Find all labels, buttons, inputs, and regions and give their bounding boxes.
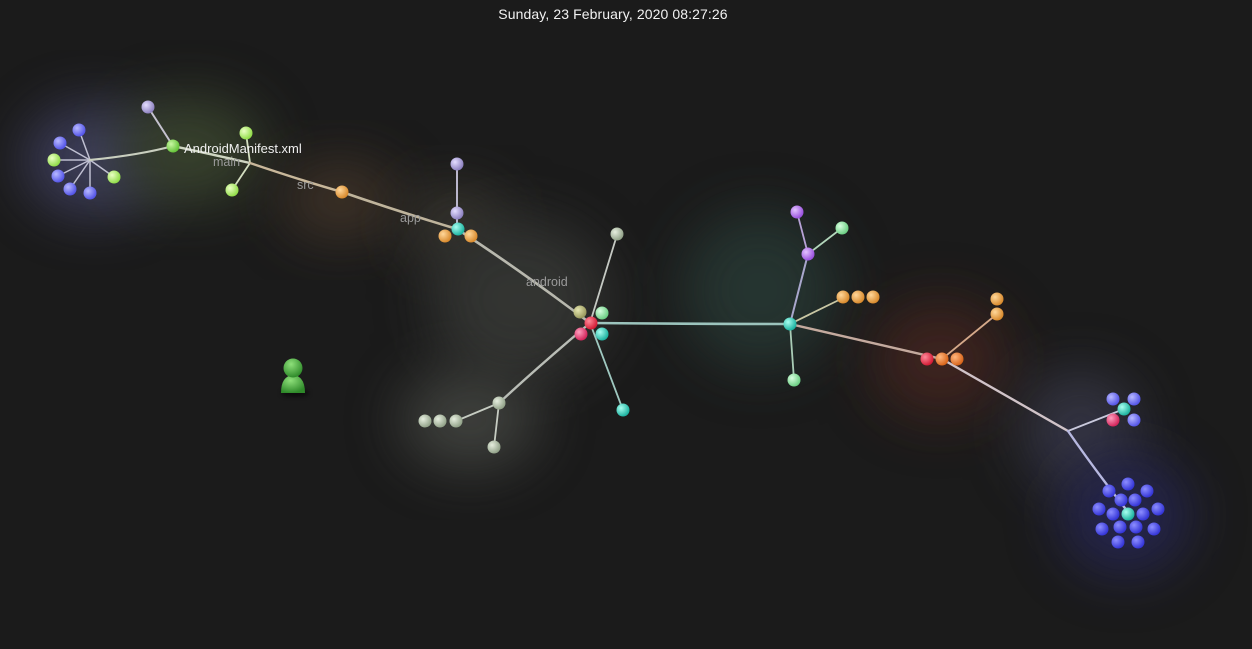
file-node	[866, 290, 880, 304]
tree-edges	[54, 106, 1130, 514]
node-cluster-large	[1092, 477, 1165, 549]
file-node	[450, 206, 464, 220]
file-node	[573, 305, 587, 319]
file-node	[492, 396, 506, 410]
file-node	[595, 327, 609, 341]
file-nodes	[47, 100, 1165, 549]
file-label-manifest: AndroidManifest.xml	[184, 141, 302, 156]
dir-label-android: android	[526, 275, 568, 289]
file-node	[783, 317, 797, 331]
file-node	[595, 306, 609, 320]
user-avatar-icon	[281, 358, 309, 397]
file-node	[464, 229, 478, 243]
file-node	[851, 290, 865, 304]
file-node	[335, 185, 349, 199]
file-node	[574, 327, 588, 341]
file-node	[920, 352, 934, 366]
file-node	[449, 414, 463, 428]
file-node	[935, 352, 949, 366]
file-node	[836, 290, 850, 304]
file-node	[141, 100, 155, 114]
file-node	[787, 373, 801, 387]
file-node	[616, 403, 630, 417]
file-node	[610, 227, 624, 241]
file-node	[225, 183, 239, 197]
file-node	[487, 440, 501, 454]
file-node	[418, 414, 432, 428]
file-node	[433, 414, 447, 428]
file-node	[990, 292, 1004, 306]
file-node	[790, 205, 804, 219]
file-node	[950, 352, 964, 366]
file-node	[239, 126, 253, 140]
file-node	[451, 222, 465, 236]
dir-label-src: src	[297, 178, 314, 192]
file-node	[450, 157, 464, 171]
directory-labels: main src app android AndroidManifest.xml	[184, 141, 568, 289]
file-node	[801, 247, 815, 261]
date-time-label: Sunday, 23 February, 2020 08:27:26	[498, 6, 728, 22]
file-node	[584, 316, 598, 330]
dir-label-main: main	[213, 155, 240, 169]
file-node	[835, 221, 849, 235]
node-cluster-resources	[47, 123, 121, 200]
file-node	[438, 229, 452, 243]
file-node	[166, 139, 180, 153]
dir-label-app: app	[400, 211, 421, 225]
node-cluster-small	[1106, 392, 1141, 427]
file-node	[990, 307, 1004, 321]
